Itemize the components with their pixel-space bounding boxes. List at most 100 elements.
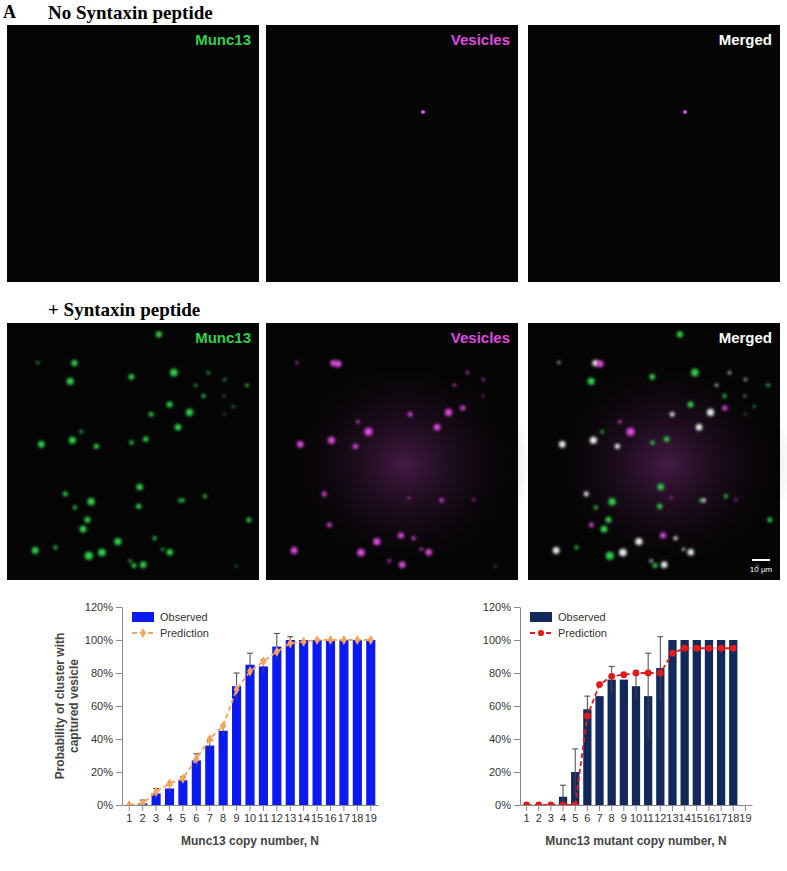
x-tick-label: 12	[271, 812, 283, 824]
image-spot	[223, 378, 226, 381]
y-tick: 100%	[483, 634, 520, 646]
y-tick: 40%	[91, 733, 122, 745]
image-spot	[32, 547, 39, 554]
image-spot	[494, 565, 496, 567]
legend-swatch	[530, 612, 552, 622]
image-spot	[677, 331, 683, 337]
x-tick-mark	[209, 805, 210, 811]
x-tick-label: 10	[244, 812, 256, 824]
x-tick: 15	[311, 805, 323, 824]
marker	[180, 774, 186, 784]
marker	[706, 645, 713, 652]
image-spot	[601, 430, 604, 433]
y-tick-label: 40%	[91, 733, 113, 745]
marker	[153, 787, 159, 797]
marker	[730, 645, 737, 652]
image-spot	[388, 559, 391, 562]
image-spot	[466, 371, 469, 374]
x-tick: 5	[180, 805, 186, 824]
y-tick-mark	[514, 607, 520, 608]
x-tick-label: 3	[153, 812, 159, 824]
error-bar-cap	[609, 666, 615, 667]
y-tick-label: 120%	[483, 601, 511, 613]
x-tick-label: 4	[560, 812, 566, 824]
x-tick-label: 16	[324, 812, 336, 824]
image-spot	[235, 565, 237, 567]
image-spot	[137, 484, 143, 490]
y-tick-label: 20%	[489, 766, 511, 778]
y-tick-mark	[116, 805, 122, 806]
marker	[584, 713, 591, 720]
image-spot	[650, 559, 653, 562]
image-spot	[482, 395, 484, 397]
y-tick-label: 0%	[97, 799, 113, 811]
marker	[368, 635, 374, 645]
x-tick: 1	[524, 805, 530, 824]
image-spot	[114, 538, 121, 545]
x-tick: 9	[621, 805, 627, 824]
x-tick-mark	[721, 805, 722, 811]
x-tick-mark	[317, 805, 318, 811]
image-spot	[129, 440, 133, 444]
x-tick: 12	[271, 805, 283, 824]
x-tick-label: 10	[630, 812, 642, 824]
y-tick: 40%	[489, 733, 520, 745]
x-tick-label: 15	[691, 812, 703, 824]
image-spot	[724, 494, 728, 498]
image-spot	[322, 492, 327, 497]
error-bar-stem	[575, 749, 576, 795]
image-spot	[650, 440, 654, 444]
x-tick-mark	[236, 805, 237, 811]
x-tick-label: 1	[126, 812, 132, 824]
image-spot	[657, 504, 662, 509]
x-tick-label: 18	[727, 812, 739, 824]
y-tick: 120%	[483, 601, 520, 613]
x-tick-label: 3	[548, 812, 554, 824]
legend-marker	[538, 630, 544, 636]
error-bar	[645, 653, 651, 739]
x-tick: 6	[193, 805, 199, 824]
chart: 123456789101112131415161718190%20%40%60%…	[483, 601, 753, 848]
error-bar-cap	[247, 653, 253, 654]
error-bar	[609, 666, 615, 692]
x-tick: 10	[630, 805, 642, 824]
marker	[274, 646, 280, 656]
image-spot	[722, 394, 726, 398]
x-tick: 13	[666, 805, 678, 824]
x-tick-label: 6	[193, 812, 199, 824]
image-spot	[715, 384, 718, 387]
image-spot	[421, 110, 425, 114]
x-tick-label: 14	[298, 812, 310, 824]
x-tick-label: 12	[654, 812, 666, 824]
error-bar-cap	[657, 636, 663, 637]
x-tick-mark	[196, 805, 197, 811]
x-tick-mark	[599, 805, 600, 811]
x-tick: 4	[166, 805, 172, 824]
x-axis-title: Munc13 mutant copy number, N	[545, 834, 726, 848]
x-tick-label: 5	[572, 812, 578, 824]
x-tick-mark	[303, 805, 304, 811]
x-tick-label: 13	[666, 812, 678, 824]
channel-label: Merged	[719, 31, 772, 48]
line	[527, 648, 734, 805]
marker	[354, 635, 360, 645]
x-tick: 18	[727, 805, 739, 824]
y-tick: 80%	[489, 667, 520, 679]
y-tick: 0%	[97, 799, 122, 811]
y-tick-mark	[116, 673, 122, 674]
x-tick: 16	[703, 805, 715, 824]
image-spot	[156, 331, 162, 337]
image-spot	[295, 361, 298, 364]
image-spot	[744, 378, 747, 381]
y-tick-label: 40%	[489, 733, 511, 745]
image-spot	[408, 412, 413, 417]
image-spot	[203, 494, 207, 498]
image-spot	[590, 437, 597, 444]
image-spot	[618, 420, 622, 424]
x-tick-mark	[563, 805, 564, 811]
x-tick-mark	[343, 805, 344, 811]
marker	[681, 645, 688, 652]
error-bar-stem	[636, 673, 637, 699]
error-bar-cap	[560, 785, 566, 786]
error-bar-cap	[572, 748, 578, 749]
